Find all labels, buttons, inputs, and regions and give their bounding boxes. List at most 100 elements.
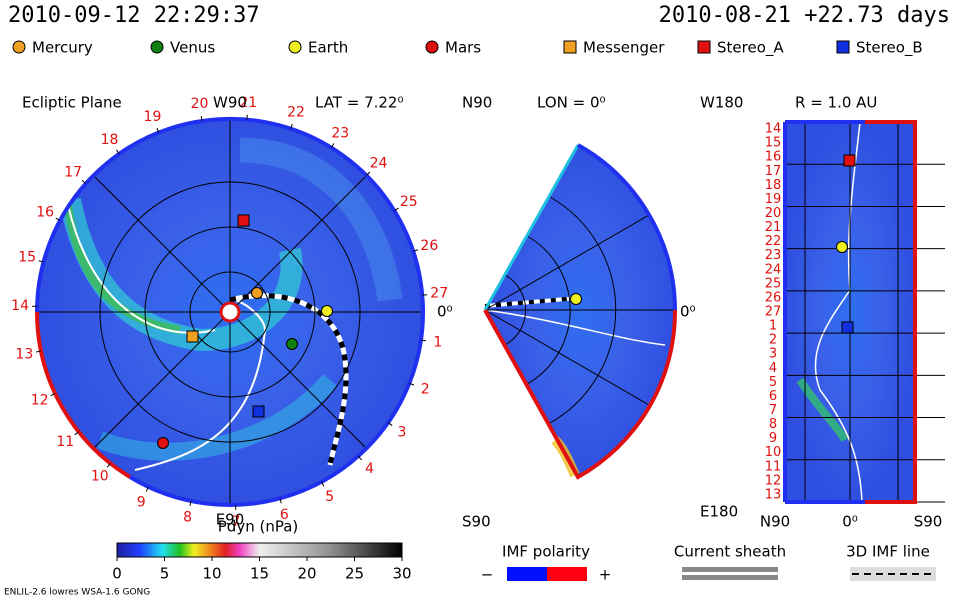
axis-label: S90	[914, 513, 943, 531]
day-label: 11	[56, 434, 74, 450]
day-tick	[420, 339, 426, 342]
polarity-minus: −	[481, 566, 494, 584]
day-tick	[145, 486, 149, 492]
day-label: 12	[765, 473, 782, 488]
legend-label: Mars	[445, 39, 481, 57]
legend-title: 3D IMF line	[846, 543, 930, 561]
day-tick	[50, 393, 56, 397]
colorbar-tick-label: 5	[160, 565, 170, 583]
legend-title: Current sheath	[674, 543, 786, 561]
day-label: 4	[365, 461, 374, 477]
meridional-panel: N90 LON = 0⁰ 0⁰ S90	[462, 94, 696, 531]
day-tick	[409, 382, 415, 386]
day-label: 23	[765, 248, 782, 263]
radius-panel: 1415161718192021222324252627123456789101…	[700, 94, 945, 531]
day-tick	[290, 123, 293, 129]
day-label: 15	[18, 250, 36, 266]
day-tick	[106, 463, 111, 468]
day-label: 17	[765, 164, 782, 179]
colorbar-tick-label: 25	[345, 565, 364, 583]
day-label: 9	[137, 494, 146, 510]
legend-marker	[563, 40, 577, 54]
day-label: 16	[36, 204, 54, 220]
day-label: 7	[232, 514, 241, 530]
day-label: 6	[280, 507, 289, 523]
polarity-plus: +	[599, 566, 612, 584]
day-label: 5	[769, 375, 777, 390]
day-label: 24	[765, 262, 782, 277]
day-label: 7	[769, 403, 777, 418]
colorbar-tick-label: 30	[392, 565, 411, 583]
axis-label: W90	[213, 94, 247, 112]
day-tick	[321, 481, 325, 487]
day-tick	[35, 350, 42, 353]
day-tick	[74, 431, 79, 436]
day-label: 2	[769, 333, 777, 348]
day-tick	[366, 171, 371, 176]
colorbar-tick-label: 10	[202, 565, 221, 583]
day-label: 21	[239, 95, 257, 111]
day-label: 2	[421, 382, 430, 398]
axis-label: N90	[760, 513, 790, 531]
day-label: 26	[765, 290, 782, 305]
legend-marker	[697, 40, 711, 54]
day-label: 23	[331, 125, 349, 141]
colorbar-tick-label: 15	[250, 565, 269, 583]
day-tick	[413, 249, 419, 252]
day-label: 9	[769, 431, 777, 446]
day-label: 1	[433, 334, 442, 350]
day-label: 19	[144, 109, 162, 125]
day-label: 12	[31, 393, 49, 409]
day-tick	[357, 455, 363, 461]
day-label: 26	[420, 238, 438, 254]
day-label: 20	[765, 206, 782, 221]
day-tick	[55, 217, 61, 221]
axis-label: 0⁰	[680, 303, 696, 321]
colorbar-tick-label: 20	[297, 565, 316, 583]
day-tick	[330, 143, 335, 148]
day-label: 13	[15, 346, 33, 362]
radius-label: R = 1.0 AU	[795, 94, 877, 112]
day-label: 25	[765, 276, 782, 291]
day-label: 5	[325, 489, 334, 505]
day-label: 14	[11, 298, 29, 314]
polarity-swatch	[547, 567, 587, 581]
legend: Mercury Venus Earth Mars Messenger Stereo_A St…	[12, 39, 923, 58]
axis-label: W180	[700, 94, 743, 112]
legend-title: IMF polarity	[502, 543, 590, 561]
legend-label: Earth	[308, 39, 348, 57]
day-tick	[189, 500, 192, 507]
footer: ENLIL-2.6 lowres WSA-1.6 GONG	[4, 588, 150, 598]
day-label: 3	[398, 424, 407, 440]
day-label: 20	[191, 96, 209, 112]
colorbar-tick-label: 0	[112, 565, 122, 583]
axis-label: 0⁰	[437, 303, 453, 321]
day-label: 6	[769, 389, 777, 404]
timestamp: 2010-09-12 22:29:37	[8, 3, 260, 28]
day-tick	[38, 260, 44, 263]
legend-marker	[836, 40, 850, 54]
axis-label: S90	[462, 513, 491, 531]
legend-label: Mercury	[32, 39, 93, 57]
legend-label: Venus	[170, 39, 215, 57]
day-label: 8	[769, 417, 777, 432]
day-label: 10	[765, 445, 782, 460]
legend-marker	[425, 40, 439, 54]
day-label: 8	[183, 510, 192, 526]
day-label: 3	[769, 347, 777, 362]
legend-label: Stereo_B	[856, 39, 923, 58]
day-label: 16	[765, 150, 782, 165]
day-label: 22	[765, 234, 782, 249]
day-label: 19	[765, 192, 782, 207]
day-tick	[394, 207, 399, 212]
legend-marker	[150, 40, 164, 54]
axis-label: 0⁰	[842, 513, 858, 531]
axis-label: E180	[700, 503, 738, 521]
day-label: 10	[91, 469, 109, 485]
lat-label: LAT = 7.22⁰	[315, 94, 403, 112]
day-label: 17	[64, 164, 82, 180]
run-info: 2010-08-21 +22.73 days	[659, 3, 950, 28]
sheath-swatch	[682, 567, 778, 572]
legend-marker	[12, 40, 26, 54]
